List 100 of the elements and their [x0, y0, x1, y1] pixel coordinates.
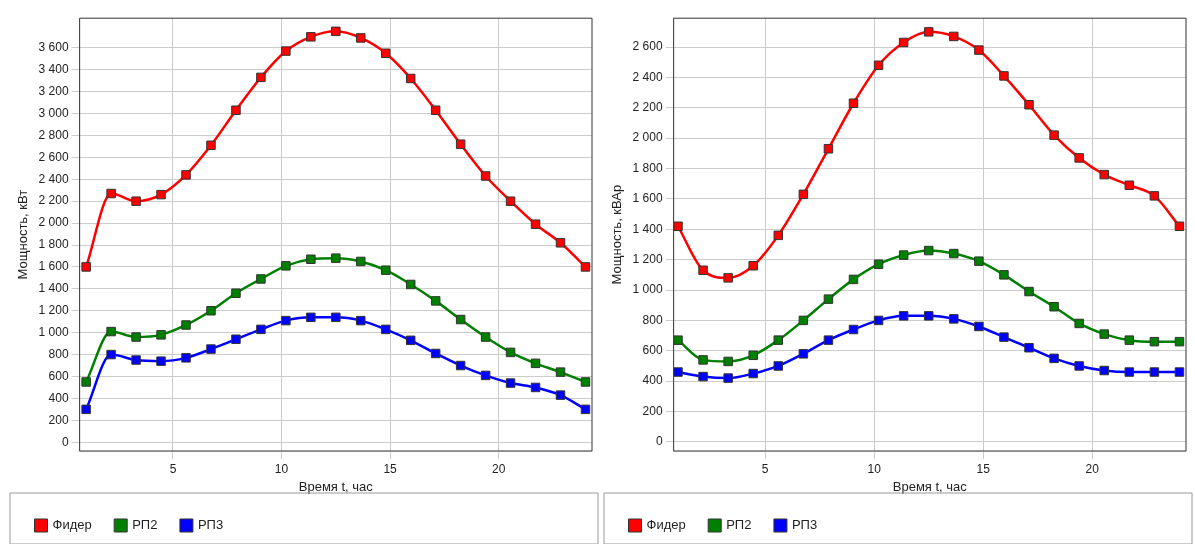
- point: [748, 368, 758, 379]
- point: [480, 370, 491, 381]
- y-tick-label: 1 200: [38, 303, 69, 318]
- y-tick-label: 200: [642, 403, 663, 418]
- point: [405, 279, 416, 290]
- point: [898, 250, 909, 260]
- legend-label: Фидер: [52, 517, 92, 533]
- y-axis-title: Мощность, кВт: [15, 189, 31, 280]
- y-tick-label: 600: [48, 368, 69, 383]
- point: [873, 259, 884, 269]
- y-tick-label: 3 400: [38, 62, 69, 77]
- x-tick-label: 10: [274, 461, 289, 476]
- point: [773, 335, 784, 345]
- point: [281, 315, 291, 326]
- point: [356, 315, 366, 326]
- y-tick-label: 1 600: [38, 259, 69, 274]
- y-tick-label: 1 400: [38, 281, 69, 296]
- point: [381, 265, 391, 275]
- point: [206, 344, 216, 354]
- point: [673, 335, 683, 345]
- point: [999, 270, 1009, 280]
- point: [106, 349, 116, 360]
- point: [723, 273, 733, 283]
- point: [356, 256, 366, 267]
- point: [798, 189, 809, 200]
- point: [455, 314, 466, 325]
- point: [306, 312, 316, 323]
- point: [698, 355, 708, 365]
- point: [331, 312, 341, 323]
- x-tick-label: 20: [491, 461, 506, 476]
- point: [331, 253, 341, 263]
- point: [823, 144, 834, 154]
- point: [999, 71, 1009, 81]
- point: [873, 315, 884, 326]
- point: [256, 72, 266, 83]
- point: [923, 311, 934, 321]
- point: [405, 335, 416, 346]
- point: [773, 230, 784, 241]
- point: [181, 170, 191, 180]
- point: [1149, 191, 1160, 201]
- point: [1099, 365, 1109, 376]
- x-tick-label: 5: [761, 461, 769, 476]
- point: [206, 140, 216, 151]
- point: [256, 274, 266, 284]
- point: [281, 261, 291, 271]
- y-tick-label: 2 400: [632, 69, 663, 84]
- y-tick-label: 600: [642, 343, 663, 358]
- y-tick-label: 1 200: [632, 251, 663, 266]
- point: [505, 347, 516, 358]
- point: [231, 334, 241, 344]
- point: [106, 326, 116, 337]
- y-tick-label: 2 400: [38, 171, 69, 186]
- point: [480, 171, 491, 181]
- point: [1074, 153, 1084, 163]
- y-tick-label: 2 200: [632, 100, 663, 115]
- point: [555, 238, 566, 248]
- point: [673, 367, 683, 377]
- legend-label: РП2: [132, 517, 158, 533]
- x-axis-title: Время t, час: [892, 478, 968, 494]
- point: [405, 73, 416, 84]
- y-tick-label: 1 400: [632, 221, 663, 236]
- point: [306, 32, 316, 42]
- point: [1124, 367, 1135, 377]
- point: [381, 324, 391, 335]
- point: [798, 315, 809, 326]
- y-tick-label: 2 000: [38, 215, 69, 230]
- point: [81, 262, 91, 272]
- point: [848, 274, 859, 285]
- point: [999, 332, 1009, 342]
- legend-label: РП2: [726, 517, 752, 533]
- point: [430, 348, 441, 359]
- x-tick-label: 5: [169, 461, 177, 476]
- point: [281, 46, 291, 56]
- point: [156, 330, 166, 340]
- x-tick-label: 15: [383, 461, 398, 476]
- x-tick-label: 10: [867, 461, 882, 476]
- x-tick-label: 15: [976, 461, 991, 476]
- point: [748, 350, 758, 361]
- point: [580, 404, 591, 415]
- point: [898, 37, 909, 48]
- point: [430, 296, 441, 306]
- point: [798, 349, 809, 359]
- y-tick-label: 3 000: [38, 105, 69, 120]
- point: [231, 105, 241, 115]
- point: [430, 105, 441, 115]
- point: [974, 45, 984, 55]
- point: [555, 390, 566, 400]
- y-axis-title: Мощность, кВАр: [609, 184, 625, 285]
- y-tick-label: 2 800: [38, 127, 69, 142]
- point: [1049, 353, 1059, 364]
- y-tick-label: 3 600: [38, 40, 69, 55]
- point: [723, 356, 733, 367]
- point: [480, 332, 491, 342]
- point: [949, 314, 959, 324]
- point: [698, 265, 708, 276]
- point: [923, 27, 934, 37]
- point: [381, 48, 391, 59]
- point: [455, 360, 466, 371]
- y-tick-label: 2 600: [632, 39, 663, 54]
- y-tick-label: 1 600: [632, 191, 663, 206]
